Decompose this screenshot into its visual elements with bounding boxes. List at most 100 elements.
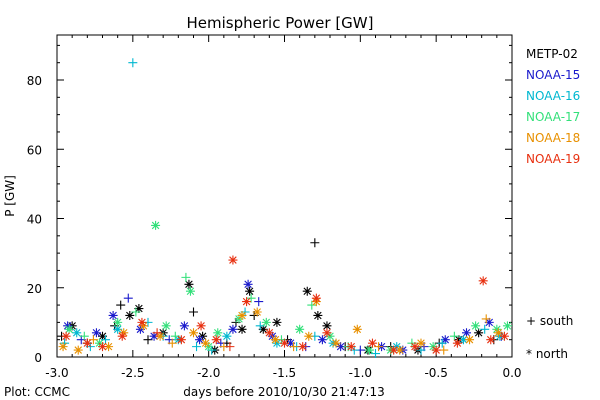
data-point	[185, 286, 195, 296]
footer-credit: Plot: CCMC	[4, 385, 70, 399]
data-point	[211, 335, 221, 345]
data-point	[104, 342, 114, 352]
y-tick-label: 20	[27, 282, 42, 296]
x-tick-label: -2.5	[121, 366, 144, 380]
data-point	[272, 338, 282, 348]
data-point	[280, 338, 289, 348]
data-point	[389, 345, 399, 355]
data-point	[179, 321, 189, 331]
data-points	[57, 58, 512, 359]
y-tick-label: 40	[27, 213, 42, 227]
data-point	[298, 342, 308, 352]
data-point	[458, 335, 468, 345]
data-point	[331, 338, 341, 348]
data-point	[311, 293, 321, 303]
x-axis: -3.0 -2.5 -2.0 -1.5 -1.0 -0.5 0.0	[45, 35, 522, 380]
data-point	[72, 328, 82, 338]
data-point	[317, 335, 327, 345]
data-point	[452, 338, 462, 348]
data-point	[437, 338, 447, 348]
y-tick-label: 80	[27, 74, 42, 88]
data-point	[313, 310, 323, 320]
data-point	[184, 279, 194, 289]
x-tick-label: -3.0	[45, 366, 68, 380]
data-point	[98, 331, 107, 341]
data-point	[242, 297, 252, 307]
data-point	[117, 331, 127, 341]
plot-frame	[56, 34, 513, 358]
data-point	[346, 342, 356, 352]
data-point	[302, 286, 312, 296]
data-point	[201, 338, 211, 348]
data-point	[454, 335, 464, 345]
data-point	[176, 335, 186, 345]
data-point	[152, 328, 162, 338]
data-point	[431, 345, 441, 355]
data-point	[492, 324, 502, 334]
y-tick-label: 0	[34, 351, 42, 365]
data-point	[243, 279, 253, 289]
data-point	[151, 220, 161, 230]
data-point	[196, 321, 206, 331]
data-point	[79, 331, 89, 341]
data-point	[258, 324, 268, 334]
data-point	[192, 342, 202, 352]
x-tick-label: -1.0	[349, 366, 372, 380]
data-point	[128, 58, 138, 68]
data-point	[367, 338, 377, 348]
data-point	[237, 310, 247, 320]
data-point	[131, 307, 141, 317]
data-point	[310, 238, 320, 248]
data-point	[295, 324, 305, 334]
data-point	[322, 321, 332, 331]
data-point	[82, 338, 92, 348]
data-point	[113, 324, 123, 334]
data-point	[228, 324, 238, 334]
legend-north: * north	[526, 347, 568, 361]
data-point	[61, 331, 71, 341]
data-point	[261, 317, 271, 327]
data-point	[123, 293, 133, 303]
data-point	[63, 321, 73, 331]
data-point	[440, 335, 450, 345]
data-point	[502, 321, 512, 331]
data-point	[410, 342, 420, 352]
y-axis: 0 20 40 60 80	[27, 44, 512, 365]
data-point	[113, 317, 123, 327]
data-point	[181, 272, 191, 282]
data-point	[352, 324, 362, 334]
data-point	[286, 338, 296, 348]
legend-entry: METP-02	[526, 47, 578, 61]
data-point	[108, 310, 118, 320]
data-point	[189, 328, 198, 338]
data-point	[245, 286, 255, 296]
data-point	[252, 307, 262, 317]
data-point	[119, 328, 129, 338]
data-point	[237, 324, 247, 334]
legend-entry: NOAA-18	[526, 131, 580, 145]
data-point	[499, 331, 509, 341]
y-tick-label: 60	[27, 143, 42, 157]
x-tick-label: 0.0	[502, 366, 521, 380]
series-noaa-19	[61, 255, 509, 355]
data-point	[416, 338, 426, 348]
legend-entry: NOAA-16	[526, 89, 580, 103]
data-point	[465, 335, 475, 345]
data-point	[495, 331, 505, 341]
data-point	[98, 342, 107, 352]
data-point	[222, 331, 232, 341]
data-point	[480, 324, 490, 334]
data-point	[137, 317, 147, 327]
x-tick-label: -2.0	[197, 366, 220, 380]
y-axis-label: P [GW]	[3, 175, 17, 217]
data-point	[58, 342, 68, 352]
data-point	[167, 338, 177, 348]
series-noaa-17	[64, 220, 512, 355]
legend-entry: NOAA-15	[526, 68, 580, 82]
data-point	[336, 342, 346, 352]
data-point	[246, 293, 256, 303]
legend-south: + south	[526, 314, 573, 328]
data-point	[155, 331, 165, 341]
x-tick-label: -1.5	[273, 366, 296, 380]
